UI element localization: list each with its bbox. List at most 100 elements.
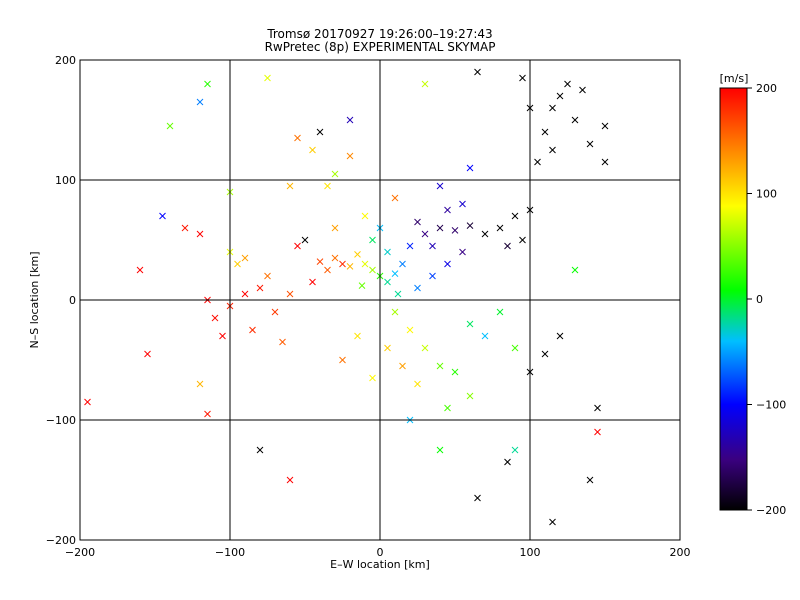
data-point-x bbox=[256, 446, 264, 454]
data-point-x bbox=[459, 248, 466, 256]
chart-subtitle: RwPretec (8p) EXPERIMENTAL SKYMAP bbox=[265, 40, 496, 54]
y-tick-label: 0 bbox=[69, 294, 76, 307]
data-point-x bbox=[399, 362, 406, 370]
scatter-points bbox=[84, 68, 609, 526]
data-point-x bbox=[346, 152, 354, 160]
data-point-x bbox=[571, 116, 579, 124]
data-point-x bbox=[384, 344, 391, 352]
data-point-x bbox=[511, 446, 519, 454]
data-point-x bbox=[354, 251, 361, 258]
data-point-x bbox=[414, 380, 421, 388]
data-point-x bbox=[361, 212, 369, 220]
data-point-x bbox=[586, 140, 594, 148]
data-point-x bbox=[579, 86, 586, 94]
data-point-x bbox=[219, 332, 226, 340]
data-point-x bbox=[601, 122, 609, 130]
x-tick-label: −100 bbox=[215, 546, 245, 559]
y-tick-label: −100 bbox=[46, 414, 76, 427]
data-point-x bbox=[339, 260, 346, 268]
x-axis-label: E–W location [km] bbox=[330, 558, 430, 571]
data-point-x bbox=[241, 254, 249, 262]
data-point-x bbox=[324, 266, 331, 274]
data-point-x bbox=[459, 200, 466, 208]
data-point-x bbox=[466, 320, 474, 328]
data-point-x bbox=[421, 230, 429, 238]
data-point-x bbox=[346, 263, 354, 270]
data-point-x bbox=[331, 224, 339, 232]
data-point-x bbox=[511, 344, 519, 352]
colorbar bbox=[719, 87, 748, 511]
data-point-x bbox=[346, 116, 354, 124]
data-point-x bbox=[394, 290, 402, 298]
data-point-x bbox=[369, 374, 376, 382]
colorbar-tick-label: 100 bbox=[756, 188, 777, 201]
data-point-x bbox=[414, 284, 421, 292]
data-point-x bbox=[264, 74, 271, 82]
colorbar-tick-label: −100 bbox=[756, 399, 786, 412]
data-point-x bbox=[474, 494, 481, 502]
data-point-x bbox=[286, 182, 294, 190]
data-point-x bbox=[571, 266, 579, 274]
data-point-x bbox=[421, 80, 429, 88]
data-point-x bbox=[451, 227, 459, 234]
data-point-x bbox=[181, 224, 189, 232]
data-point-x bbox=[451, 368, 459, 376]
data-point-x bbox=[519, 74, 526, 82]
plot-frame bbox=[79, 59, 681, 541]
x-axis-ticks: −200 −100 0 100 200 bbox=[65, 546, 691, 559]
data-point-x bbox=[339, 356, 346, 364]
data-point-x bbox=[391, 270, 399, 277]
data-point-x bbox=[549, 146, 556, 154]
data-point-x bbox=[204, 410, 211, 418]
data-point-x bbox=[466, 164, 474, 172]
data-point-x bbox=[249, 326, 256, 334]
data-point-x bbox=[271, 308, 279, 316]
x-tick-label: 0 bbox=[377, 546, 384, 559]
data-point-x bbox=[354, 332, 361, 340]
data-point-x bbox=[444, 260, 451, 268]
data-point-x bbox=[369, 236, 376, 244]
data-point-x bbox=[358, 282, 366, 289]
data-point-x bbox=[496, 224, 504, 232]
y-tick-label: 200 bbox=[55, 54, 76, 67]
data-point-x bbox=[361, 260, 369, 268]
grid-lines bbox=[80, 60, 680, 540]
data-point-x bbox=[519, 236, 526, 244]
data-point-x bbox=[436, 446, 444, 454]
data-point-x bbox=[586, 476, 594, 484]
data-point-x bbox=[466, 392, 474, 400]
data-point-x bbox=[264, 272, 271, 280]
data-point-x bbox=[474, 68, 481, 76]
data-point-x bbox=[504, 242, 511, 250]
chart-title: Tromsø 20170927 19:26:00–19:27:43 bbox=[266, 27, 492, 41]
data-point-x bbox=[331, 170, 339, 178]
data-point-x bbox=[324, 182, 331, 190]
data-point-x bbox=[136, 266, 144, 274]
data-point-x bbox=[286, 476, 294, 484]
data-point-x bbox=[534, 158, 541, 166]
data-point-x bbox=[406, 326, 414, 334]
colorbar-tick-label: 0 bbox=[756, 293, 763, 306]
colorbar-ticks: 200 100 0 −100 −200 bbox=[747, 82, 786, 517]
data-point-x bbox=[204, 80, 211, 88]
y-axis-label: N–S location [km] bbox=[28, 251, 41, 348]
data-point-x bbox=[159, 212, 166, 220]
data-point-x bbox=[234, 260, 241, 268]
data-point-x bbox=[436, 224, 444, 232]
colorbar-tick-label: 200 bbox=[756, 82, 777, 95]
data-point-x bbox=[369, 266, 376, 274]
data-point-x bbox=[556, 92, 564, 100]
data-point-x bbox=[294, 242, 301, 250]
data-point-x bbox=[406, 242, 414, 250]
data-point-x bbox=[309, 278, 316, 286]
y-axis-ticks: −200 −100 0 100 200 bbox=[46, 54, 76, 547]
data-point-x bbox=[84, 398, 91, 406]
data-point-x bbox=[384, 248, 391, 256]
data-point-x bbox=[564, 80, 571, 88]
y-tick-label: −200 bbox=[46, 534, 76, 547]
data-point-x bbox=[331, 254, 339, 262]
y-tick-label: 100 bbox=[55, 174, 76, 187]
data-point-x bbox=[594, 428, 601, 436]
data-point-x bbox=[436, 182, 444, 190]
